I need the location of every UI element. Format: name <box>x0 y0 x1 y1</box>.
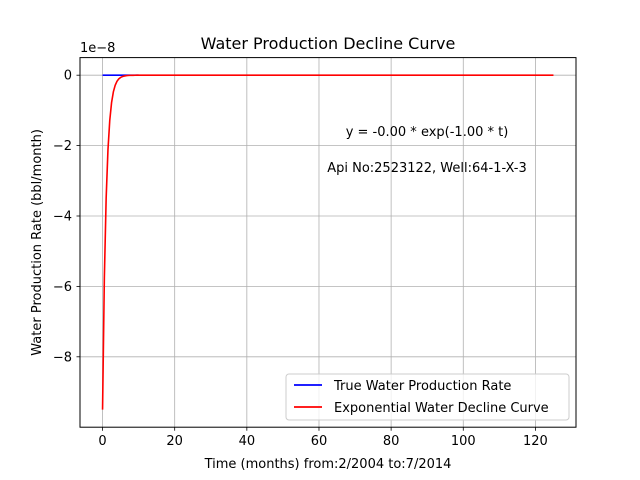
x-tick-label: 100 <box>451 434 476 449</box>
plot-series <box>101 74 554 410</box>
y-scale-offset-label: 1e−8 <box>80 41 115 56</box>
y-tick-label: 0 <box>64 69 72 84</box>
y-tick-label: −6 <box>53 280 72 295</box>
plot-frame <box>79 57 577 428</box>
series-exponential-decline <box>101 74 554 410</box>
legend: True Water Production Rate Exponential W… <box>285 373 570 421</box>
x-tick-label: 40 <box>239 434 256 449</box>
y-axis-label: Water Production Rate (bbl/month) <box>30 129 45 356</box>
x-axis-label: Time (months) from:2/2004 to:7/2014 <box>204 457 452 472</box>
equation-annotation: y = -0.00 * exp(-1.00 * t) <box>346 125 509 140</box>
y-tick-label: −4 <box>53 210 72 225</box>
y-tick-label: −8 <box>53 350 72 365</box>
x-tick-label: 120 <box>523 434 548 449</box>
y-tick-label: −2 <box>53 139 72 154</box>
x-tick-label: 80 <box>383 434 400 449</box>
axis-ticks: 0 20 40 60 80 100 120 0 −2 −4 −6 −8 <box>53 69 548 450</box>
x-tick-label: 20 <box>166 434 183 449</box>
chart-title: Water Production Decline Curve <box>201 34 456 53</box>
x-tick-label: 60 <box>311 434 328 449</box>
legend-label-true-rate: True Water Production Rate <box>333 379 511 394</box>
well-annotation: Api No:2523122, Well:64-1-X-3 <box>327 161 527 176</box>
legend-label-decline-curve: Exponential Water Decline Curve <box>334 401 549 416</box>
legend-box <box>285 373 570 421</box>
x-tick-label: 0 <box>98 434 106 449</box>
